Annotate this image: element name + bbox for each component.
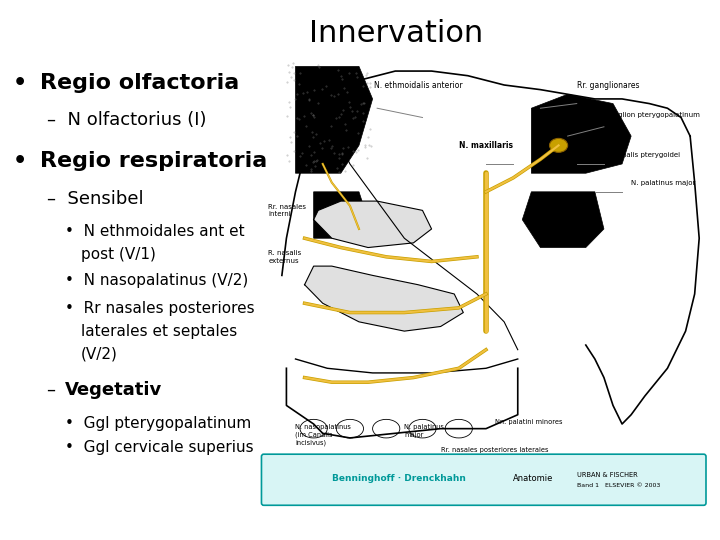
Text: •: • — [13, 151, 27, 171]
Text: (V/2): (V/2) — [81, 347, 117, 362]
Ellipse shape — [336, 420, 364, 438]
Text: •  Ggl pterygopalatinum: • Ggl pterygopalatinum — [65, 416, 251, 431]
Text: •  Ggl cervicale superius: • Ggl cervicale superius — [65, 440, 253, 455]
Text: N. maxillaris: N. maxillaris — [459, 141, 513, 150]
Text: Rr. nasales posteriores laterales: Rr. nasales posteriores laterales — [441, 447, 548, 453]
Text: Anatomie: Anatomie — [513, 474, 554, 483]
Ellipse shape — [549, 138, 567, 152]
Text: URBAN & FISCHER: URBAN & FISCHER — [577, 472, 637, 478]
Text: Ganglion pterygopalatinum: Ganglion pterygopalatinum — [604, 111, 700, 118]
Text: •  N nasopalatinus (V/2): • N nasopalatinus (V/2) — [65, 273, 248, 288]
Text: Benninghoff · Drenckhahn: Benninghoff · Drenckhahn — [332, 474, 466, 483]
Text: Vegetativ: Vegetativ — [65, 381, 162, 399]
Text: N. canalis pterygoidei: N. canalis pterygoidei — [604, 152, 680, 158]
Text: –: – — [47, 381, 67, 399]
Polygon shape — [314, 201, 431, 247]
Text: Band 1   ELSEVIER © 2003: Band 1 ELSEVIER © 2003 — [577, 483, 660, 488]
Polygon shape — [314, 192, 368, 238]
Text: •  Rr nasales posteriores: • Rr nasales posteriores — [65, 301, 254, 316]
Text: post (V/1): post (V/1) — [81, 247, 156, 262]
Text: N. palatinus
major: N. palatinus major — [405, 424, 444, 437]
Ellipse shape — [445, 420, 472, 438]
Text: •  N ethmoidales ant et: • N ethmoidales ant et — [65, 224, 244, 239]
Polygon shape — [305, 266, 464, 331]
Text: Regio olfactoria: Regio olfactoria — [40, 73, 239, 93]
Text: Innervation: Innervation — [309, 19, 483, 48]
Ellipse shape — [372, 420, 400, 438]
Text: Rr. nasales
interni: Rr. nasales interni — [269, 204, 306, 217]
Ellipse shape — [300, 420, 327, 438]
Text: •: • — [13, 73, 27, 93]
Text: N. palatinus major: N. palatinus major — [631, 179, 696, 186]
FancyBboxPatch shape — [261, 454, 706, 505]
Text: N. nasopalatinus
(im Canalis
incisivus): N. nasopalatinus (im Canalis incisivus) — [295, 424, 351, 446]
Polygon shape — [531, 94, 631, 173]
Polygon shape — [295, 66, 373, 173]
Polygon shape — [522, 192, 604, 247]
Text: N. ethmoidalis anterior: N. ethmoidalis anterior — [374, 80, 462, 90]
Text: –  N olfactorius (I): – N olfactorius (I) — [47, 111, 207, 129]
Text: Rr. ganglionares: Rr. ganglionares — [577, 80, 639, 90]
Text: R. nasalis
externus: R. nasalis externus — [269, 250, 302, 264]
Text: laterales et septales: laterales et septales — [81, 324, 237, 339]
Text: Regio respiratoria: Regio respiratoria — [40, 151, 267, 171]
Text: Nn. palatini minores: Nn. palatini minores — [495, 420, 562, 426]
Text: –  Sensibel: – Sensibel — [47, 190, 143, 208]
Ellipse shape — [409, 420, 436, 438]
